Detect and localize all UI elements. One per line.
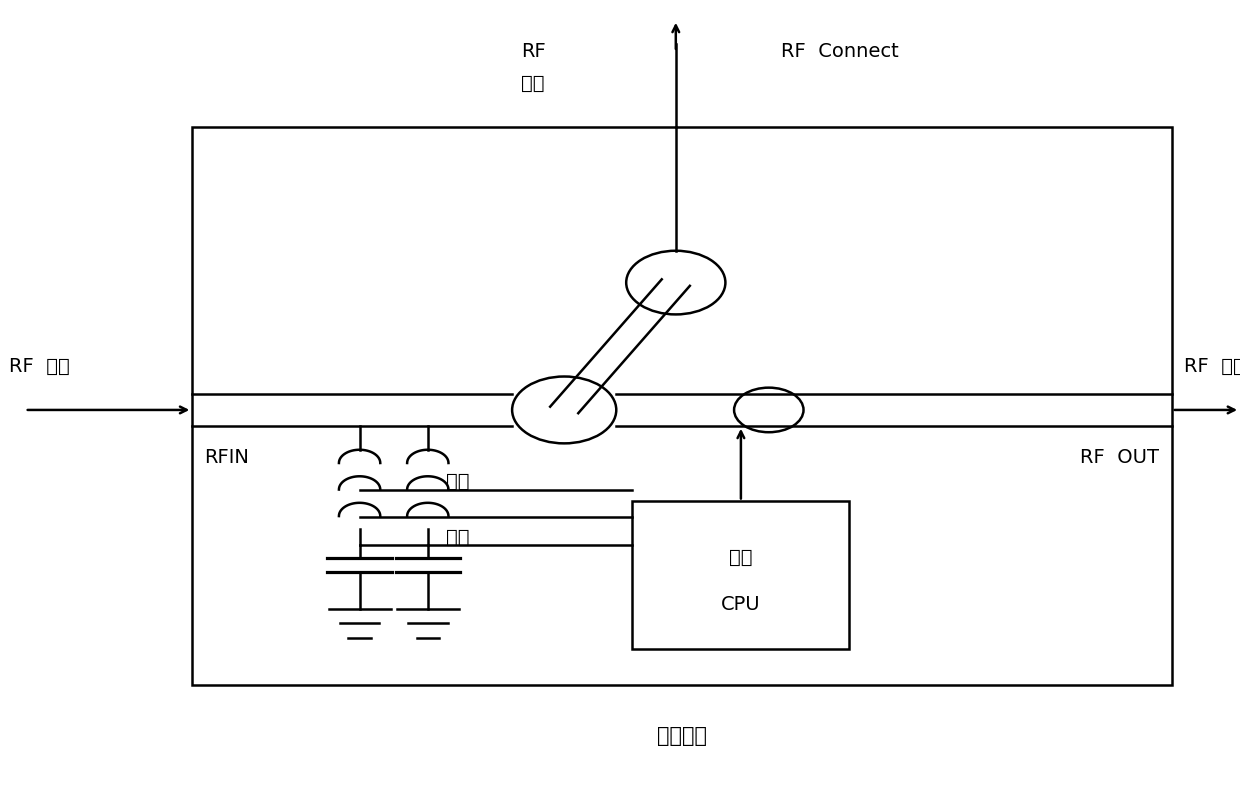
Text: RF: RF xyxy=(521,42,546,61)
Text: RFIN: RFIN xyxy=(205,448,249,467)
Text: 接入单元: 接入单元 xyxy=(657,726,707,747)
Text: CPU: CPU xyxy=(722,595,760,614)
Text: 电源: 电源 xyxy=(446,472,470,491)
Text: RF  Connect: RF Connect xyxy=(781,42,899,61)
Text: 信号: 信号 xyxy=(446,528,470,547)
Text: RF  OUT: RF OUT xyxy=(1080,448,1159,467)
Text: RF  信号: RF 信号 xyxy=(1184,357,1240,376)
Bar xyxy=(632,501,849,649)
Text: 控制: 控制 xyxy=(729,548,753,567)
Text: 信号: 信号 xyxy=(522,74,544,93)
Text: RF  信号: RF 信号 xyxy=(9,357,69,376)
Bar xyxy=(192,127,1172,685)
